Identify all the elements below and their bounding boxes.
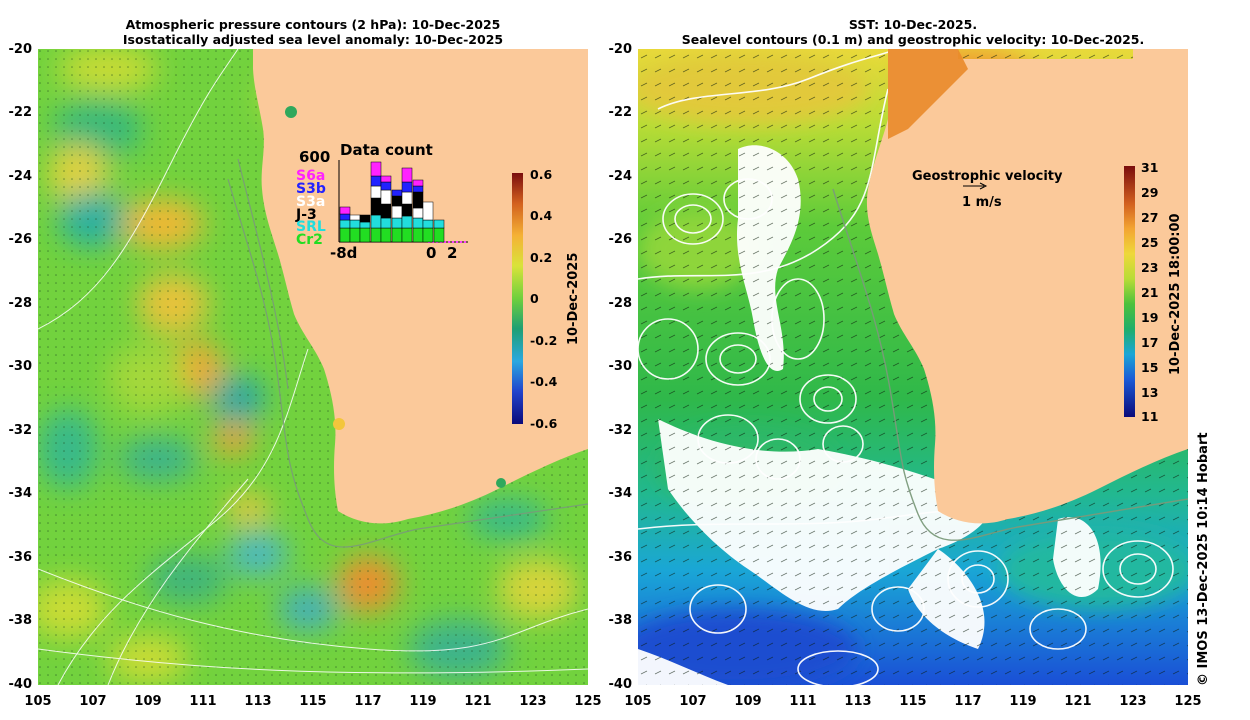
sla-cb-tick: -0.6 <box>530 416 558 431</box>
sst-cb-tick: 29 <box>1141 185 1159 200</box>
data-count-histogram <box>338 160 468 243</box>
sla-colorbar-label: 10-Dec-2025 <box>566 252 581 345</box>
sst-colorbar-label: 10-Dec-2025 18:00:00 <box>1168 213 1183 375</box>
right-xtick: 117 <box>954 694 982 709</box>
imos-credit: © IMOS 13-Dec-2025 10:14 Hobart <box>1196 432 1211 686</box>
left-xtick: 111 <box>189 694 217 709</box>
sst-cb-tick: 31 <box>1141 160 1159 175</box>
left-xtick: 123 <box>519 694 547 709</box>
right-ytick: -30 <box>608 359 633 374</box>
left-title-line1: Atmospheric pressure contours (2 hPa): 1… <box>125 17 501 32</box>
mission-label-s3a: S3a <box>296 194 326 210</box>
data-count-zero-label: 0 <box>426 244 437 262</box>
left-map-sla[interactable] <box>38 49 588 685</box>
left-xtick: 109 <box>134 694 162 709</box>
left-ytick: -28 <box>8 296 33 311</box>
sst-map-graphic <box>638 49 1188 685</box>
left-xtick: 107 <box>79 694 107 709</box>
mission-label-srl: SRL <box>296 219 326 235</box>
left-ytick: -36 <box>8 550 33 565</box>
right-title-line1: SST: 10-Dec-2025. <box>848 17 978 32</box>
right-xtick: 105 <box>624 694 652 709</box>
left-xtick: 119 <box>409 694 437 709</box>
left-xtick: 117 <box>354 694 382 709</box>
mission-label-cr2: Cr2 <box>296 232 323 248</box>
left-ytick: -30 <box>8 359 33 374</box>
mission-label-j3: J-3 <box>296 207 317 223</box>
right-ytick: -26 <box>608 232 633 247</box>
left-ytick: -20 <box>8 42 33 57</box>
left-xtick: 121 <box>464 694 492 709</box>
velocity-legend-scale: 1 m/s <box>962 195 1002 210</box>
left-ytick: -40 <box>8 677 33 692</box>
data-count-title: Data count <box>340 141 433 159</box>
sst-cb-tick: 27 <box>1141 210 1159 225</box>
right-xtick: 121 <box>1064 694 1092 709</box>
sst-colorbar <box>1124 166 1135 417</box>
right-ytick: -40 <box>608 677 633 692</box>
velocity-legend-title: Geostrophic velocity <box>912 169 1063 184</box>
left-xtick: 125 <box>574 694 602 709</box>
right-title-line2: Sealevel contours (0.1 m) and geostrophi… <box>681 32 1145 47</box>
right-xtick: 111 <box>789 694 817 709</box>
right-ytick: -22 <box>608 105 633 120</box>
right-xtick: 119 <box>1009 694 1037 709</box>
right-ytick: -38 <box>608 613 633 628</box>
left-xtick: 113 <box>244 694 272 709</box>
right-ytick: -32 <box>608 423 633 438</box>
right-xtick: 113 <box>844 694 872 709</box>
mission-label-s3b: S3b <box>296 181 326 197</box>
sla-cb-tick: -0.2 <box>530 333 558 348</box>
right-ytick: -24 <box>608 169 633 184</box>
sst-cb-tick: 21 <box>1141 285 1159 300</box>
sla-cb-tick: 0.4 <box>530 208 553 223</box>
sla-cb-tick: 0.2 <box>530 250 553 265</box>
right-xtick: 115 <box>899 694 927 709</box>
sst-cb-tick: 11 <box>1141 409 1159 424</box>
sst-cb-tick: 25 <box>1141 235 1159 250</box>
left-ytick: -38 <box>8 613 33 628</box>
right-map-sst[interactable] <box>638 49 1188 685</box>
right-xtick: 109 <box>734 694 762 709</box>
right-ytick: -20 <box>608 42 633 57</box>
sla-cb-tick: 0.6 <box>530 167 553 182</box>
right-ytick: -36 <box>608 550 633 565</box>
sla-cb-tick: -0.4 <box>530 374 558 389</box>
left-xtick: 105 <box>24 694 52 709</box>
left-ytick: -32 <box>8 423 33 438</box>
velocity-legend-arrow <box>963 182 988 190</box>
sla-cb-tick: 0 <box>530 291 539 306</box>
sst-cb-tick: 17 <box>1141 335 1159 350</box>
data-count-max-label: 600 <box>299 148 331 166</box>
sst-cb-tick: 19 <box>1141 310 1159 325</box>
right-xtick: 125 <box>1174 694 1202 709</box>
left-ytick: -34 <box>8 486 33 501</box>
right-xtick: 107 <box>679 694 707 709</box>
sst-cb-tick: 23 <box>1141 260 1159 275</box>
left-title-line2: Isostatically adjusted sea level anomaly… <box>122 32 504 47</box>
right-ytick: -34 <box>608 486 633 501</box>
left-xtick: 115 <box>299 694 327 709</box>
sst-cb-tick: 13 <box>1141 385 1159 400</box>
data-count-start-label: -8d <box>330 244 358 262</box>
left-ytick: -24 <box>8 169 33 184</box>
left-ytick: -22 <box>8 105 33 120</box>
left-ytick: -26 <box>8 232 33 247</box>
sla-colorbar <box>512 173 523 424</box>
right-ytick: -28 <box>608 296 633 311</box>
sst-cb-tick: 15 <box>1141 360 1159 375</box>
mission-label-s6a: S6a <box>296 168 326 184</box>
sla-map-graphic <box>38 49 588 685</box>
data-count-end-label: 2 <box>447 244 458 262</box>
right-xtick: 123 <box>1119 694 1147 709</box>
